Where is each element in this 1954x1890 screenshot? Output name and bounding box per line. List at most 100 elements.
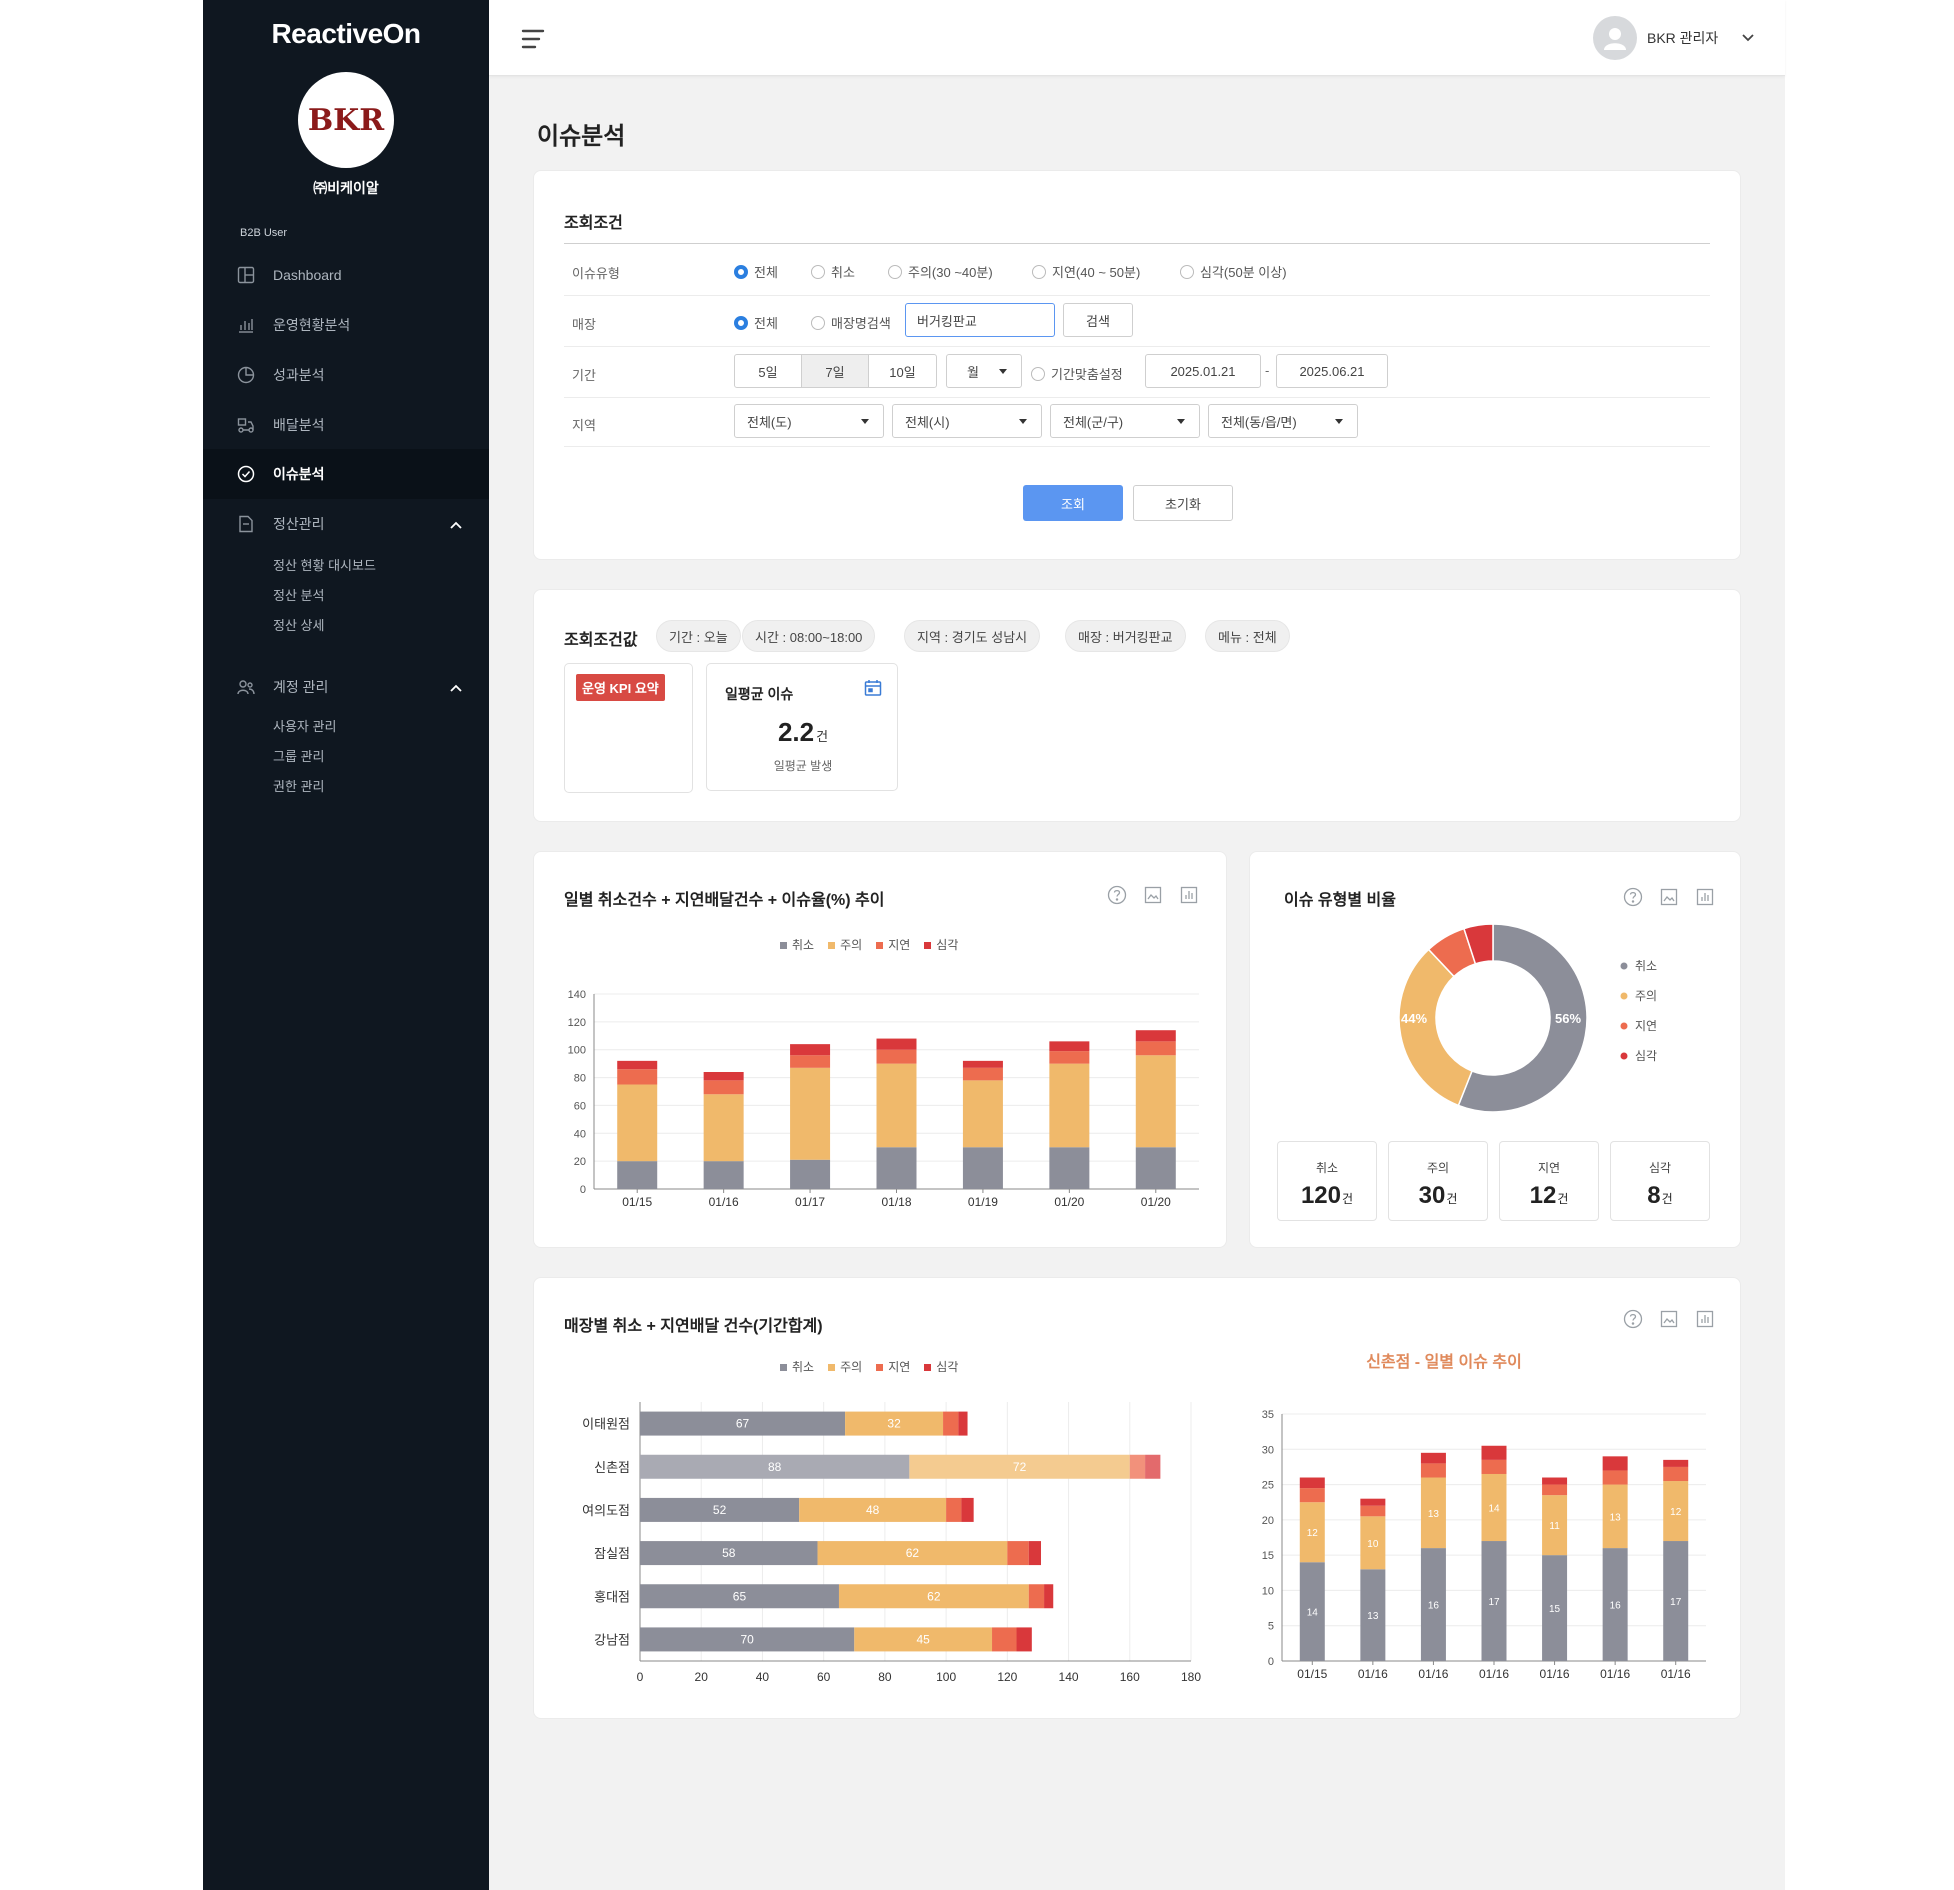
condition-chip: 지역 : 경기도 성남시: [904, 620, 1041, 652]
legend-item[interactable]: 주의: [828, 936, 862, 953]
chart-view-icon[interactable]: [1694, 886, 1716, 908]
data-label: 12: [1307, 1528, 1319, 1539]
sidebar-subitem[interactable]: 정산 분석: [273, 588, 325, 603]
donut-label: 44%: [1401, 1011, 1427, 1026]
stat-unit: 건: [1661, 1192, 1673, 1206]
image-icon[interactable]: [1142, 884, 1164, 906]
radio-issue-delay[interactable]: 지연(40 ~ 50분): [1032, 262, 1140, 281]
end-date-input[interactable]: 2025.06.21: [1276, 354, 1388, 388]
radio-store-search[interactable]: 매장명검색: [811, 313, 891, 332]
region-town-select[interactable]: 전체(동/읍/면): [1208, 404, 1358, 438]
region-city-select[interactable]: 전체(시): [892, 404, 1042, 438]
chart-view-icon[interactable]: [1694, 1308, 1716, 1330]
reset-button[interactable]: 초기화: [1133, 485, 1233, 521]
data-label: 13: [1610, 1512, 1622, 1523]
region-province-select[interactable]: 전체(도): [734, 404, 884, 438]
radio-issue-all[interactable]: 전체: [734, 262, 778, 281]
help-icon[interactable]: [1622, 1308, 1644, 1330]
app-logo[interactable]: ReactiveOn: [271, 18, 421, 49]
legend-item[interactable]: 취소: [780, 1358, 814, 1375]
chart-view-icon[interactable]: [1178, 884, 1200, 906]
select-value: 전체(시): [905, 414, 950, 430]
help-icon[interactable]: [1106, 884, 1128, 906]
legend-item[interactable]: 심각: [924, 936, 958, 953]
bar-segment: [640, 1541, 818, 1566]
x-tick-label: 01/20: [1141, 1195, 1171, 1209]
store-label: 매장: [572, 317, 596, 332]
store-chart-legend: 취소 주의 지연 심각: [780, 1358, 958, 1375]
legend-item[interactable]: 주의: [828, 1358, 862, 1375]
bar-segment: [617, 1161, 658, 1189]
sidebar-item-issue[interactable]: 이슈분석: [203, 449, 489, 499]
data-label: 14: [1488, 1504, 1500, 1515]
bar-segment: [876, 1049, 917, 1064]
store-search-button[interactable]: 검색: [1063, 303, 1133, 337]
legend-item[interactable]: 심각: [924, 1358, 958, 1375]
chevron-up-icon[interactable]: [449, 517, 463, 533]
bar-segment: [1135, 1041, 1176, 1056]
bar-segment: [1542, 1484, 1568, 1496]
bar-segment: [1049, 1147, 1090, 1189]
avatar[interactable]: [1593, 16, 1637, 60]
user-name[interactable]: BKR 관리자: [1647, 30, 1719, 46]
radio-issue-cancel[interactable]: 취소: [811, 262, 855, 281]
legend-item[interactable]: 취소: [780, 936, 814, 953]
legend-item[interactable]: 지연: [876, 1358, 910, 1375]
bar-segment: [958, 1411, 968, 1436]
bar-segment: [1602, 1548, 1628, 1661]
data-label: 17: [1670, 1597, 1682, 1608]
sidebar-item-performance[interactable]: 성과분석: [203, 350, 489, 400]
bar-segment: [1542, 1555, 1568, 1661]
sidebar-item-label: 정산관리: [273, 516, 325, 532]
search-button[interactable]: 조회: [1023, 485, 1123, 521]
sidebar-item-dashboard[interactable]: Dashboard: [203, 250, 489, 300]
x-tick-label: 100: [936, 1670, 956, 1684]
sidebar-item-account[interactable]: 계정 관리: [203, 662, 489, 712]
data-label: 62: [906, 1546, 920, 1560]
legend-item[interactable]: 지연: [876, 936, 910, 953]
bar-segment: [1049, 1041, 1090, 1052]
daily-chart-legend: 취소 주의 지연 심각: [780, 936, 958, 953]
sidebar-subitem[interactable]: 권한 관리: [273, 779, 325, 794]
kpi-unit: 건: [816, 729, 829, 744]
radio-store-all[interactable]: 전체: [734, 313, 778, 332]
bar-segment: [962, 1060, 1003, 1068]
store-search-input[interactable]: 버거킹판교: [905, 303, 1055, 337]
period-5d[interactable]: 5일: [735, 355, 802, 387]
data-label: 58: [722, 1546, 736, 1560]
radio-issue-caution[interactable]: 주의(30 ~40분): [888, 262, 993, 281]
sidebar-subitem[interactable]: 그룹 관리: [273, 749, 325, 764]
help-icon[interactable]: [1622, 886, 1644, 908]
sidebar-item-settlement[interactable]: 정산관리: [203, 499, 489, 549]
sidebar-item-operation[interactable]: 운영현황분석: [203, 300, 489, 350]
filter-panel: 조회조건 이슈유형 전체 취소 주의(30 ~40분) 지연(40 ~ 50분)…: [533, 170, 1741, 560]
bar-segment: [1028, 1541, 1042, 1566]
sidebar-subitem[interactable]: 정산 현황 대시보드: [273, 558, 376, 573]
divider: [564, 446, 1710, 447]
y-tick-label: 40: [574, 1128, 586, 1140]
period-10d[interactable]: 10일: [889, 364, 916, 380]
menu-icon[interactable]: [521, 28, 547, 55]
x-tick-label: 0: [637, 1670, 644, 1684]
image-icon[interactable]: [1658, 1308, 1680, 1330]
page-title: 이슈분석: [537, 123, 626, 150]
sidebar-subitem[interactable]: 사용자 관리: [273, 719, 337, 734]
radio-issue-severe[interactable]: 심각(50분 이상): [1180, 262, 1287, 281]
kpi-label: 일평균 이슈: [725, 686, 794, 702]
image-icon[interactable]: [1658, 886, 1680, 908]
x-tick-label: 01/19: [968, 1195, 998, 1209]
start-date-input[interactable]: 2025.01.21: [1145, 354, 1261, 388]
bar-segment: [1542, 1495, 1568, 1556]
calendar-icon[interactable]: [864, 679, 882, 702]
chevron-down-icon[interactable]: [1741, 30, 1755, 48]
brand-badge: BKR: [298, 72, 394, 168]
radio-custom-period[interactable]: 기간맞춤설정: [1031, 364, 1123, 383]
period-unit-select[interactable]: 월: [946, 354, 1022, 388]
data-label: 13: [1367, 1611, 1379, 1622]
chevron-up-icon[interactable]: [449, 680, 463, 696]
region-district-select[interactable]: 전체(군/구): [1050, 404, 1200, 438]
period-7d[interactable]: 7일: [802, 355, 869, 387]
sidebar-item-delivery[interactable]: 배달분석: [203, 400, 489, 450]
sidebar-subitem[interactable]: 정산 상세: [273, 618, 325, 633]
